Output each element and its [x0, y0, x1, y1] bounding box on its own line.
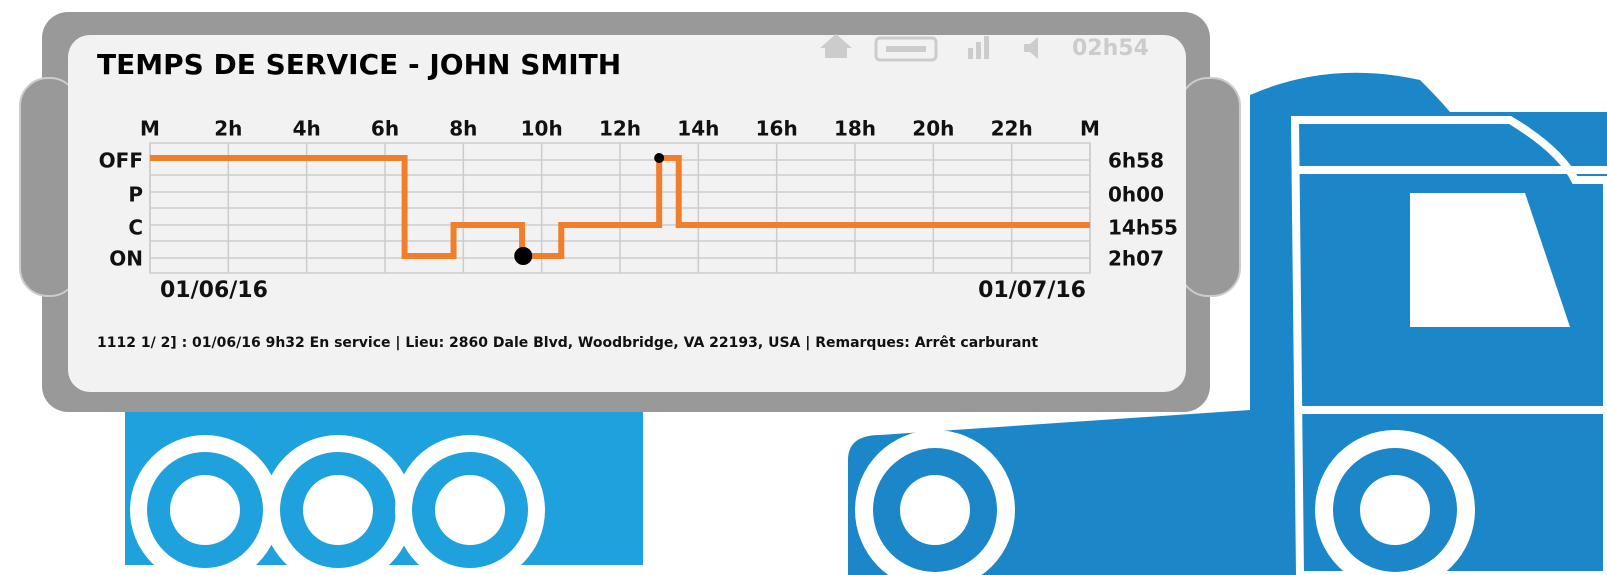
status-total: 0h00 [1108, 183, 1164, 207]
x-tick-label: 12h [599, 117, 641, 141]
x-tick-label: 6h [371, 117, 399, 141]
x-tick-label: 10h [521, 117, 563, 141]
x-tick-label: 4h [293, 117, 321, 141]
clock: 02h54 [1072, 36, 1149, 61]
status-total: 6h58 [1108, 149, 1164, 173]
status-total: 2h07 [1108, 247, 1164, 271]
event-marker [514, 247, 532, 265]
x-tick-label: 18h [834, 117, 876, 141]
y-category-label: C [128, 216, 143, 240]
y-category-label: OFF [99, 149, 143, 173]
x-tick-label: 8h [449, 117, 477, 141]
x-tick-label: 2h [214, 117, 242, 141]
x-tick-label: 14h [677, 117, 719, 141]
status-total: 14h55 [1108, 216, 1178, 240]
title: TEMPS DE SERVICE - JOHN SMITH [97, 48, 621, 81]
x-tick-label: 16h [756, 117, 798, 141]
screen: TEMPS DE SERVICE - JOHN SMITH 02h54 M 2h 4… [0, 0, 1607, 575]
x-tick-label: M [1080, 117, 1100, 141]
x-tick-label: 20h [912, 117, 954, 141]
y-category-label: P [128, 183, 143, 207]
x-tick-label: 22h [991, 117, 1033, 141]
y-category-label: ON [109, 247, 143, 271]
event-details: 1112 1/ 2] : 01/06/16 9h32 En service | … [97, 335, 1038, 351]
event-marker [654, 153, 664, 163]
start-date: 01/06/16 [160, 278, 268, 303]
x-tick-label: M [140, 117, 160, 141]
device-handle [1180, 78, 1240, 296]
end-date: 01/07/16 [978, 278, 1086, 303]
